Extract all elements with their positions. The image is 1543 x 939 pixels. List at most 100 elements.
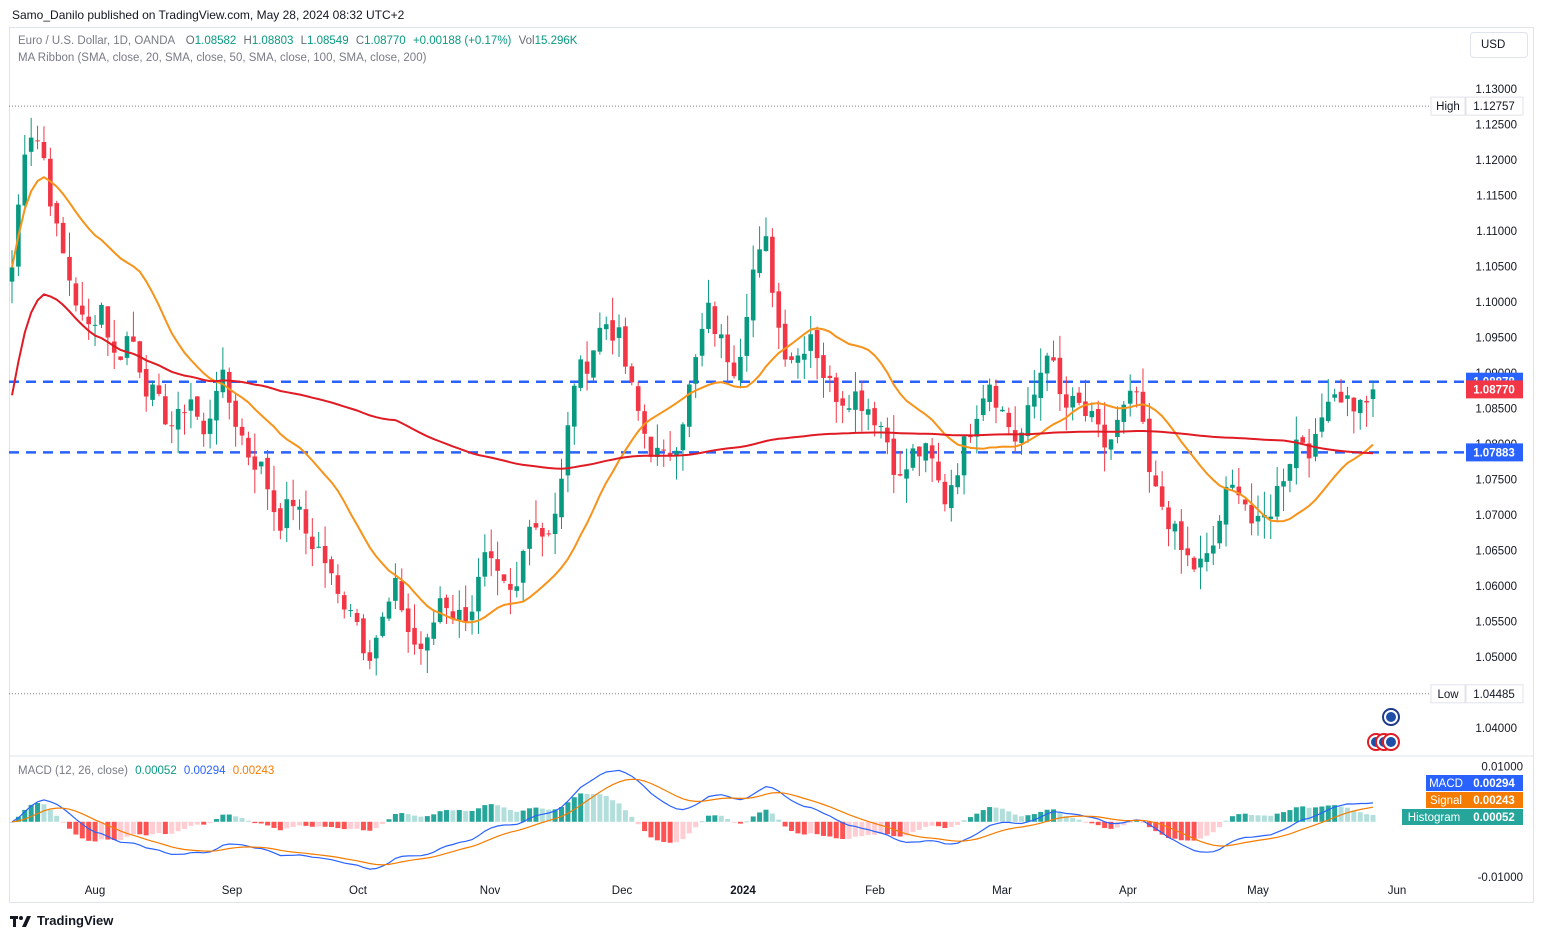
- macd-histogram-bar: [354, 821, 360, 829]
- candle-body: [814, 330, 820, 359]
- candle-body: [418, 643, 424, 650]
- candle-body: [1032, 394, 1037, 407]
- macd-histogram-bar: [705, 815, 711, 822]
- macd-histogram-bar: [201, 821, 207, 825]
- candle-body: [559, 478, 564, 518]
- macd-histogram-bar: [297, 821, 303, 826]
- candle-body: [99, 304, 104, 325]
- macd-histogram-bar: [967, 817, 973, 822]
- macd-histogram-bar: [424, 816, 430, 822]
- macd-histogram-bar: [1134, 820, 1140, 822]
- candle-body: [1281, 481, 1286, 487]
- macd-tick-label: -0.01000: [1478, 872, 1523, 884]
- candle-body: [252, 456, 258, 470]
- candle-body: [687, 384, 692, 427]
- y-tick-label: 1.07500: [1475, 475, 1517, 487]
- macd-histogram-bar: [1102, 821, 1108, 828]
- candles-layer: [9, 117, 1376, 676]
- macd-histogram-bar: [1293, 807, 1299, 822]
- candle-body: [1204, 553, 1210, 562]
- candle-body: [335, 575, 341, 594]
- x-tick-label: May: [1247, 885, 1269, 897]
- macd-histogram-bar: [980, 810, 986, 822]
- vol-label: Vol: [518, 35, 535, 47]
- macd-histogram-bar: [1281, 812, 1287, 822]
- candle-body: [444, 597, 449, 609]
- macd-histogram-bar: [699, 821, 705, 823]
- candle-body: [1185, 548, 1190, 556]
- macd-histogram-bar: [239, 818, 245, 822]
- candle-body: [1166, 507, 1171, 530]
- macd-histogram-bar: [1108, 821, 1114, 829]
- macd-histogram-bar: [1012, 814, 1018, 822]
- candle-body: [41, 141, 47, 159]
- low-label: L: [300, 35, 308, 47]
- macd-value-tag-text: 0.00294: [1473, 778, 1515, 790]
- candle-body: [661, 449, 667, 451]
- y-tick-label: 1.07000: [1475, 510, 1517, 522]
- candle-body: [776, 291, 782, 328]
- candle-body: [143, 369, 149, 397]
- candle-body: [1159, 486, 1165, 507]
- candle-body: [246, 437, 251, 458]
- candle-body: [655, 447, 660, 457]
- change-value: +0.00188 (+0.17%): [412, 35, 512, 47]
- candle-body: [642, 411, 647, 434]
- candle-body: [1370, 389, 1376, 400]
- candle-body: [124, 336, 130, 358]
- candle-body: [1217, 520, 1222, 544]
- macd-histogram-bar: [527, 808, 533, 822]
- y-tick-label: 1.13000: [1475, 84, 1517, 96]
- x-tick-label: Nov: [480, 885, 501, 897]
- macd-histogram-bar: [1344, 807, 1350, 822]
- event-flag-inner: [1386, 712, 1396, 722]
- x-tick-label: Mar: [992, 885, 1012, 897]
- candle-body: [744, 317, 750, 356]
- macd-histogram-bar: [1127, 821, 1133, 823]
- macd-signal-value: 0.00243: [232, 765, 275, 777]
- macd-histogram-bar: [60, 821, 66, 823]
- close-value: 1.08770: [364, 35, 406, 47]
- macd-histogram-bar: [1274, 813, 1280, 822]
- macd-histogram-bar: [1332, 805, 1338, 822]
- macd-histogram-bar: [265, 821, 271, 826]
- candle-body: [508, 583, 513, 590]
- event-markers: [1367, 708, 1400, 751]
- macd-histogram-bar: [533, 807, 539, 822]
- candle-body: [1057, 357, 1063, 395]
- level-lines: [9, 380, 1465, 454]
- last-price-tag: [1466, 380, 1523, 399]
- candle-body: [1012, 430, 1018, 442]
- y-tick-label: 1.09500: [1475, 333, 1517, 345]
- candle-body: [60, 222, 66, 254]
- macd-histogram-bar: [1351, 810, 1357, 822]
- macd-histogram-bar: [15, 816, 21, 822]
- candle-body: [948, 485, 954, 509]
- tradingview-brand[interactable]: TradingView: [10, 913, 113, 928]
- candle-body: [846, 408, 852, 410]
- close-label: C: [355, 35, 365, 47]
- macd-histogram-bar: [252, 821, 258, 824]
- candle-body: [616, 327, 622, 338]
- macd-histogram-bar: [833, 821, 839, 839]
- open-value: 1.08582: [194, 35, 237, 47]
- candle-body: [239, 426, 245, 436]
- candle-body: [980, 398, 986, 416]
- level-tag-1: [1466, 443, 1523, 462]
- time-axis: Aug Sep Oct Nov Dec 2024 Feb Mar Apr May Jun: [85, 885, 1407, 897]
- macd-histogram-bar: [1178, 821, 1184, 841]
- macd-histogram-bar: [475, 808, 481, 822]
- macd-histogram-bar: [316, 821, 322, 827]
- macd-histogram-bar: [79, 821, 85, 839]
- candle-body: [1044, 355, 1050, 374]
- macd-histogram-bar: [718, 815, 724, 822]
- macd-histogram-bar: [584, 793, 590, 822]
- macd-histogram-bar: [54, 815, 60, 822]
- macd-histogram-bar: [1364, 814, 1370, 822]
- macd-histogram-bar: [1089, 821, 1095, 824]
- candle-body: [891, 438, 897, 475]
- candle-body: [770, 236, 775, 293]
- macd-histogram-bar: [565, 802, 571, 822]
- macd-histogram-bar: [552, 809, 558, 822]
- currency-button[interactable]: USD: [1470, 32, 1528, 58]
